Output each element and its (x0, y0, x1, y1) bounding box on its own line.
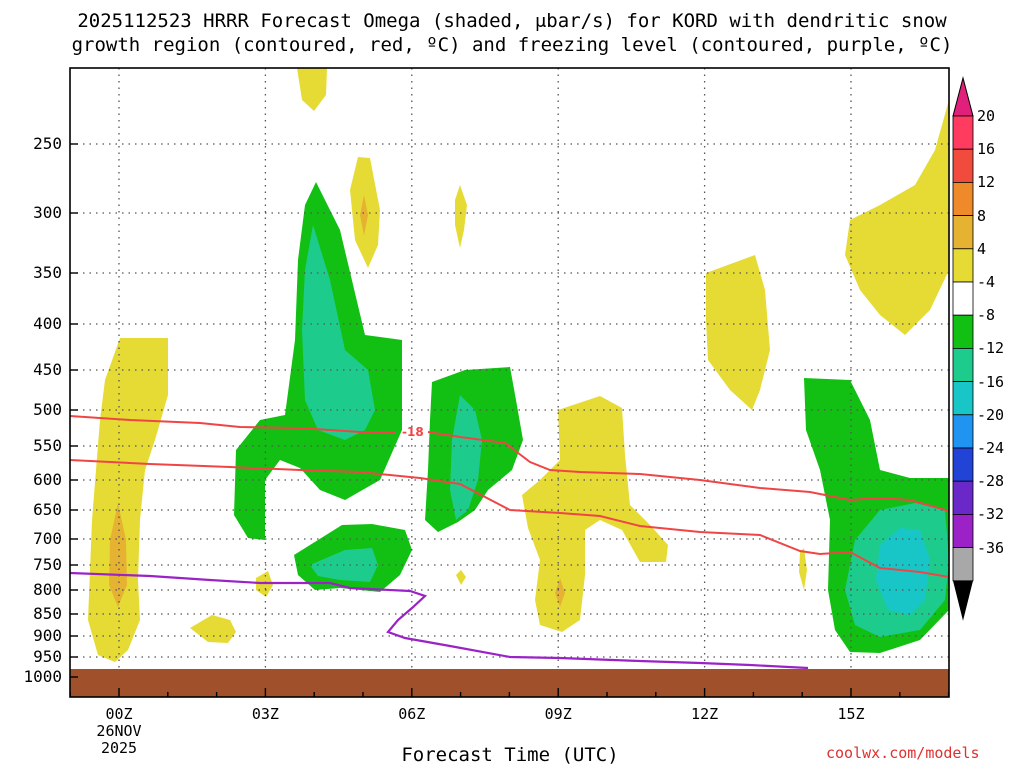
colorbar-bottom-arrow (953, 580, 973, 621)
colorbar-swatch (952, 115, 974, 150)
x-tick-label: 00Z (105, 705, 133, 723)
colorbar-label: 16 (977, 140, 996, 159)
colorbar-swatch (952, 281, 974, 316)
colorbar-label: -4 (977, 273, 996, 291)
grid (70, 68, 949, 678)
y-tick-label: 550 (33, 436, 62, 455)
colorbar-swatch (952, 480, 974, 515)
colorbar-swatch (952, 314, 974, 349)
colorbar-swatch (952, 547, 974, 582)
y-tick-label: 700 (33, 529, 62, 548)
chart-subtitle: growth region (contoured, red, ºC) and f… (71, 34, 953, 56)
y-tick-label: 900 (33, 626, 62, 645)
dendritic-contour-top (69, 415, 395, 433)
colorbar-label: -32 (977, 505, 1005, 524)
omega-region-yellow (297, 68, 327, 111)
credit-link[interactable]: coolwx.com/models (826, 744, 980, 762)
colorbar-label: 8 (977, 206, 987, 225)
colorbar-swatch (952, 447, 974, 482)
omega-region-yellow (455, 185, 467, 248)
dendritic-contour-bottom (69, 459, 950, 578)
omega-region-yellow (522, 396, 668, 632)
omega-region-yellow (456, 570, 466, 585)
y-tick-label: 650 (33, 500, 62, 519)
colorbar-swatch (952, 414, 974, 449)
colorbar-label: -36 (977, 538, 1005, 557)
y-tick-label: 950 (33, 647, 62, 666)
colorbar-swatch (952, 248, 974, 283)
omega-region-orange (360, 195, 368, 236)
omega-region-orange (109, 503, 127, 607)
x-date-line1: 26NOV (96, 722, 142, 740)
contour-label: -18 (402, 425, 424, 439)
colorbar-label: -8 (977, 306, 996, 325)
chart-title: 2025112523 HRRR Forecast Omega (shaded, … (77, 10, 947, 32)
omega-region-cyan (876, 528, 930, 615)
omega-region-teal (302, 225, 375, 440)
x-tick-label: 03Z (251, 705, 279, 723)
colorbar-label: -24 (977, 439, 1005, 457)
y-tick-label: 750 (33, 555, 62, 574)
dendritic-contour-top (427, 431, 950, 512)
x-date-line2: 2025 (100, 739, 138, 757)
colorbar-swatch (952, 381, 974, 416)
y-tick-label: 800 (33, 580, 62, 599)
omega-shading (88, 68, 949, 662)
colorbar-top-arrow (952, 76, 974, 117)
omega-region-orange (555, 578, 565, 607)
x-axis-title: Forecast Time (UTC) (401, 744, 619, 766)
y-tick-label: 300 (33, 203, 62, 222)
y-tick-label: 850 (33, 604, 62, 623)
colorbar-label: -12 (977, 339, 1005, 358)
omega-region-teal (450, 395, 482, 520)
colorbar-label: -20 (977, 405, 1005, 424)
y-tick-label: 1000 (23, 667, 62, 686)
y-tick-label: 400 (33, 314, 62, 333)
omega-region-yellow (799, 548, 807, 590)
colorbar-swatch (952, 215, 974, 250)
colorbar-label: 20 (977, 107, 996, 125)
colorbar-swatch (952, 514, 974, 549)
x-tick-label: 06Z (398, 705, 426, 723)
x-tick-label: 15Z (837, 705, 865, 723)
colorbar-label: -28 (977, 472, 1005, 491)
omega-region-yellow (706, 255, 770, 410)
y-tick-label: 250 (33, 134, 62, 153)
colorbar-swatch (952, 148, 974, 183)
colorbar-label: 4 (977, 239, 987, 258)
freezing-level-contour (69, 571, 809, 670)
omega-region-yellow (845, 100, 949, 335)
colorbar-label: -16 (977, 372, 1005, 391)
y-tick-label: 600 (33, 470, 62, 489)
colorbar-swatch (952, 347, 974, 382)
axis-ticks (69, 143, 950, 697)
colorbar (952, 76, 974, 621)
colorbar-label: 12 (977, 173, 996, 192)
x-tick-label: 09Z (544, 705, 572, 723)
omega-region-yellow (190, 615, 236, 643)
y-tick-label: 450 (33, 360, 62, 379)
y-tick-label: 500 (33, 400, 62, 419)
colorbar-swatch (952, 181, 974, 216)
y-tick-label: 350 (33, 263, 62, 282)
x-tick-label: 12Z (691, 705, 719, 723)
